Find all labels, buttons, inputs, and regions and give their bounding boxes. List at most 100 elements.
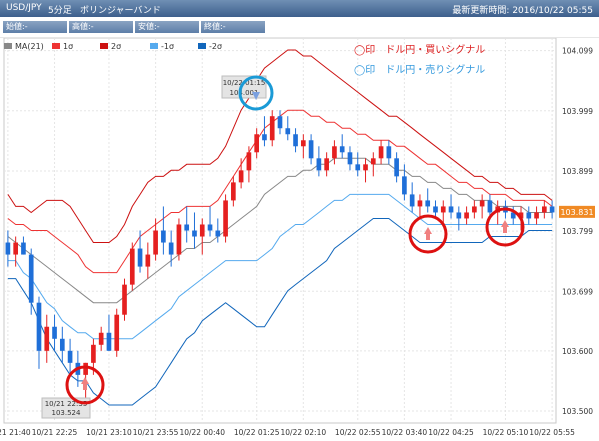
open-field: 始値:- [3, 21, 67, 33]
y-tick-label: 103.799 [562, 227, 593, 236]
candle-body [114, 314, 120, 351]
candle-body [339, 146, 345, 153]
low-value: - [156, 22, 160, 31]
legend-swatch-minus1sigma [150, 43, 158, 49]
candle-body [192, 230, 197, 237]
candle-body [293, 134, 298, 147]
x-tick-label: 10/22 02:10 [281, 428, 327, 437]
low-tag-price: 103.524 [52, 409, 81, 417]
x-tick-label: 10/22 01:25 [234, 428, 280, 437]
low-price-tag: 10/21 22:35 103.524 [41, 397, 91, 419]
candle-body [153, 230, 158, 255]
candle-body [464, 212, 469, 219]
up-arrow-icon-1 [81, 377, 89, 384]
candle-body [199, 224, 205, 237]
buy-signal-note: ◯印 ドル円・買いシグナル [354, 43, 485, 56]
band-line [7, 157, 553, 304]
candle-body [300, 140, 306, 147]
candle-body [425, 200, 431, 207]
buy-signal-marker-1 [65, 365, 105, 405]
up-arrow-icon-3 [501, 220, 509, 227]
candle-body [83, 362, 88, 375]
candle-body [28, 254, 34, 303]
candle-body [52, 326, 57, 339]
ohlc-bar: 始値:- 高値:- 安値:- 終値:- [0, 17, 599, 38]
up-arrow-stem-2 [426, 234, 430, 240]
y-axis: 104.099 103.999 103.899 103.799 103.699 103.6… [562, 47, 593, 416]
candle-body [36, 302, 42, 351]
candle-body [254, 134, 260, 153]
x-tick-label: 10/21 21:40 [0, 428, 31, 437]
low-tag-time: 10/21 22:35 [45, 400, 88, 408]
candle-body [472, 206, 477, 213]
up-arrow-icon-2 [424, 227, 432, 234]
candle-body [370, 158, 376, 165]
band-line [7, 49, 553, 243]
candle-body [378, 146, 384, 159]
candle-body [285, 128, 291, 135]
open-label: 始値: [6, 22, 25, 31]
candle-body [161, 230, 166, 243]
candle-body [59, 338, 65, 351]
x-tick-label: 10/22 03:40 [382, 428, 428, 437]
candle-body [67, 350, 73, 363]
high-price-tag: 10/22 01:15 104.001 [221, 75, 267, 99]
legend-swatch-ma [4, 43, 12, 49]
legend-label-minus1sigma: -1σ [161, 42, 174, 51]
candle-body [347, 152, 353, 165]
symbol-label: USD/JPY [6, 3, 42, 13]
up-arrow-stem-3 [503, 227, 507, 233]
candle-body [386, 146, 392, 159]
candle-body [534, 212, 539, 219]
close-field: 終値:- [201, 21, 265, 33]
candle-body [13, 242, 18, 255]
legend-label-ma: MA(21) [15, 42, 44, 51]
candle-body [549, 206, 555, 213]
low-field: 安値:- [135, 21, 199, 33]
x-tick-label: 10/22 00:40 [179, 428, 225, 437]
candle-body [129, 248, 135, 285]
high-tag-price: 104.001 [230, 89, 259, 97]
close-value: - [222, 22, 226, 31]
candle-body [106, 332, 112, 351]
high-value: - [90, 22, 94, 31]
candle-body [223, 200, 228, 237]
candle-body [215, 230, 221, 237]
x-tick-label: 10/22 05:10 [483, 428, 529, 437]
band-line [7, 193, 553, 340]
buy-signal-marker-3 [485, 207, 525, 247]
plot-frame [3, 38, 557, 424]
close-label: 終値: [204, 22, 223, 31]
buy-signal-circle-1 [65, 365, 105, 405]
legend-swatch-2sigma [100, 43, 108, 49]
y-tick-label: 103.699 [562, 287, 593, 296]
legend: MA(21) 1σ 2σ -1σ -2σ [4, 42, 222, 51]
legend-swatch-1sigma [52, 43, 60, 49]
x-tick-label: 10/21 23:55 [133, 428, 179, 437]
y-tick-label: 103.999 [562, 107, 593, 116]
sell-signal-note: ◯印 ドル円・売りシグナル [354, 63, 485, 76]
x-tick-label: 10/21 22:25 [32, 428, 78, 437]
candle-body [316, 158, 322, 171]
candle-body [448, 206, 454, 213]
candle-body [332, 146, 337, 159]
open-value: - [24, 22, 28, 31]
candle-body [246, 152, 252, 171]
candle-body [409, 194, 415, 207]
candle-body [269, 116, 275, 141]
up-arrow-stem-1 [83, 384, 87, 390]
sell-signal-marker [238, 75, 274, 111]
chart-background [0, 38, 599, 441]
buy-signal-circle-2 [408, 214, 448, 254]
candle-body [21, 242, 26, 255]
candle-body [231, 182, 236, 201]
candle-body [440, 206, 446, 213]
candle-body [168, 242, 174, 255]
y-tick-label: 103.899 [562, 167, 593, 176]
y-tick-label: 103.500 [562, 407, 593, 416]
x-tick-label: 10/22 04:25 [428, 428, 474, 437]
last-updated-label: 最新更新時間: 2016/10/22 05:55 [452, 6, 593, 16]
candle-body [262, 134, 267, 141]
candle-body [487, 200, 493, 213]
